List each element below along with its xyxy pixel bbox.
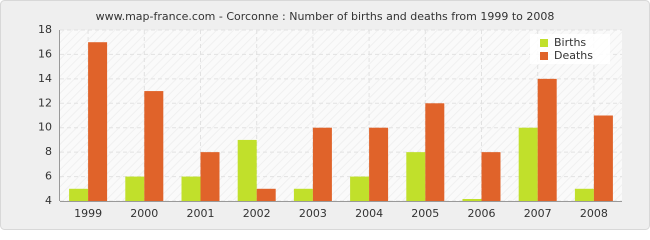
bar bbox=[481, 152, 501, 201]
bar bbox=[425, 103, 445, 201]
bar bbox=[574, 188, 594, 201]
bar bbox=[144, 91, 164, 201]
bar bbox=[518, 127, 538, 201]
x-tick-label: 2003 bbox=[299, 207, 327, 220]
x-tick-label: 2000 bbox=[130, 207, 158, 220]
y-tick-label: 10 bbox=[38, 121, 52, 134]
chart-title: www.map-france.com - Corconne : Number o… bbox=[96, 10, 555, 23]
bar bbox=[237, 139, 257, 201]
x-tick-label: 2005 bbox=[411, 207, 439, 220]
x-tick-label: 2002 bbox=[243, 207, 271, 220]
x-tick-label: 2001 bbox=[187, 207, 215, 220]
bar bbox=[593, 115, 613, 201]
x-tick-label: 1999 bbox=[74, 207, 102, 220]
bar bbox=[537, 78, 557, 201]
x-tick-label: 2004 bbox=[355, 207, 383, 220]
legend-swatch bbox=[540, 52, 548, 60]
x-tick-label: 2007 bbox=[524, 207, 552, 220]
bar bbox=[462, 199, 482, 201]
y-tick-label: 6 bbox=[45, 170, 52, 183]
y-tick-label: 18 bbox=[38, 23, 52, 36]
x-tick-label: 2006 bbox=[468, 207, 496, 220]
bar bbox=[369, 127, 389, 201]
bar bbox=[312, 127, 332, 201]
legend-label: Births bbox=[554, 36, 586, 49]
bar bbox=[125, 176, 145, 201]
legend-label: Deaths bbox=[554, 49, 593, 62]
bar bbox=[88, 42, 108, 201]
bar bbox=[256, 188, 276, 201]
y-tick-label: 14 bbox=[38, 72, 52, 85]
bar bbox=[181, 176, 201, 201]
bar bbox=[350, 176, 370, 201]
y-tick-label: 4 bbox=[45, 194, 52, 207]
bar bbox=[69, 188, 89, 201]
bar bbox=[406, 152, 426, 201]
bar bbox=[293, 188, 313, 201]
y-tick-label: 16 bbox=[38, 47, 52, 60]
bar bbox=[200, 152, 220, 201]
legend-swatch bbox=[540, 39, 548, 47]
x-tick-label: 2008 bbox=[580, 207, 608, 220]
chart: www.map-france.com - Corconne : Number o… bbox=[0, 0, 650, 230]
y-tick-label: 12 bbox=[38, 96, 52, 109]
y-tick-label: 8 bbox=[45, 145, 52, 158]
